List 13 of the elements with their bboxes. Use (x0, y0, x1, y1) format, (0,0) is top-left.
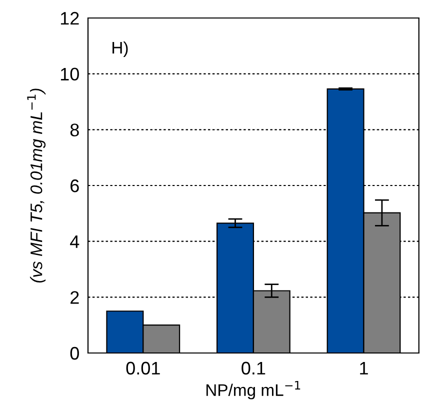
y-tick-label: 6 (70, 179, 79, 192)
y-tick-label: 8 (70, 124, 79, 136)
y-tick-label: 10 (60, 68, 79, 81)
x-axis-title: NP/mg mL$^{−1}$ (206, 380, 300, 400)
y-tick-label: 0 (70, 346, 79, 360)
x-tick-label: 0.1 (242, 362, 266, 375)
y-tick-label: 2 (70, 291, 79, 304)
y-axis-title: (vs MFI T5, 0.01mg mL$^{−1}$) (27, 88, 46, 283)
annotation: H) (112, 41, 128, 57)
y-tick-label: 4 (70, 235, 80, 248)
x-tick-label: 1 (360, 362, 368, 374)
x-tick-label: 0.01 (126, 362, 160, 375)
y-tick-label: 12 (60, 12, 79, 25)
